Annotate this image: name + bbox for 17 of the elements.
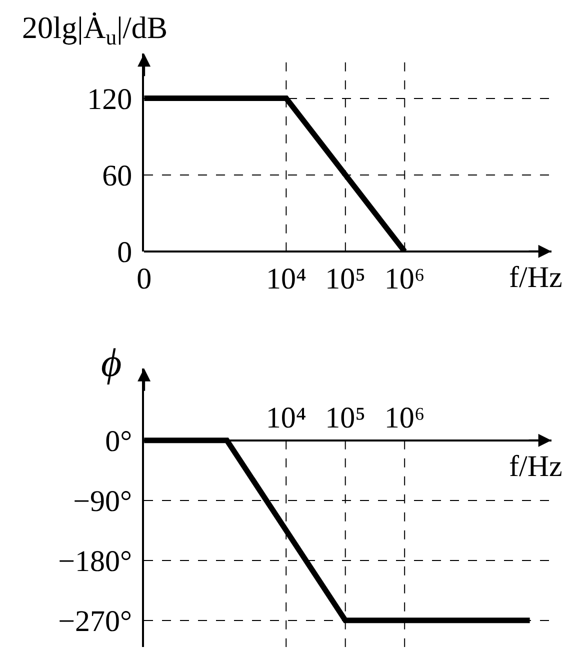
x-tick-label: 10⁴	[266, 401, 306, 434]
x-tick-label: 10⁶	[384, 262, 425, 296]
x-axis-title: f/Hz	[509, 261, 562, 294]
y-tick-label: −180°	[58, 544, 132, 578]
x-tick-label: 10⁵	[325, 262, 366, 296]
y-tick-label: −270°	[58, 604, 132, 638]
y-tick-label: −90°	[73, 484, 132, 518]
y-axis-title: ϕ	[101, 340, 122, 385]
y-tick-label: 120	[87, 82, 132, 116]
y-tick-label: 0°	[105, 424, 132, 458]
y-axis-title: 20lg|Ȧ$_{u}$|/dB	[22, 10, 168, 50]
x-tick-label: 10⁶	[384, 401, 425, 434]
y-tick-label: 0	[117, 236, 132, 269]
x-tick-label: 10⁵	[325, 401, 366, 434]
x-axis-title: f/Hz	[509, 450, 562, 483]
y-tick-label: 60	[102, 159, 132, 192]
x-tick-label: 10⁴	[266, 262, 306, 296]
